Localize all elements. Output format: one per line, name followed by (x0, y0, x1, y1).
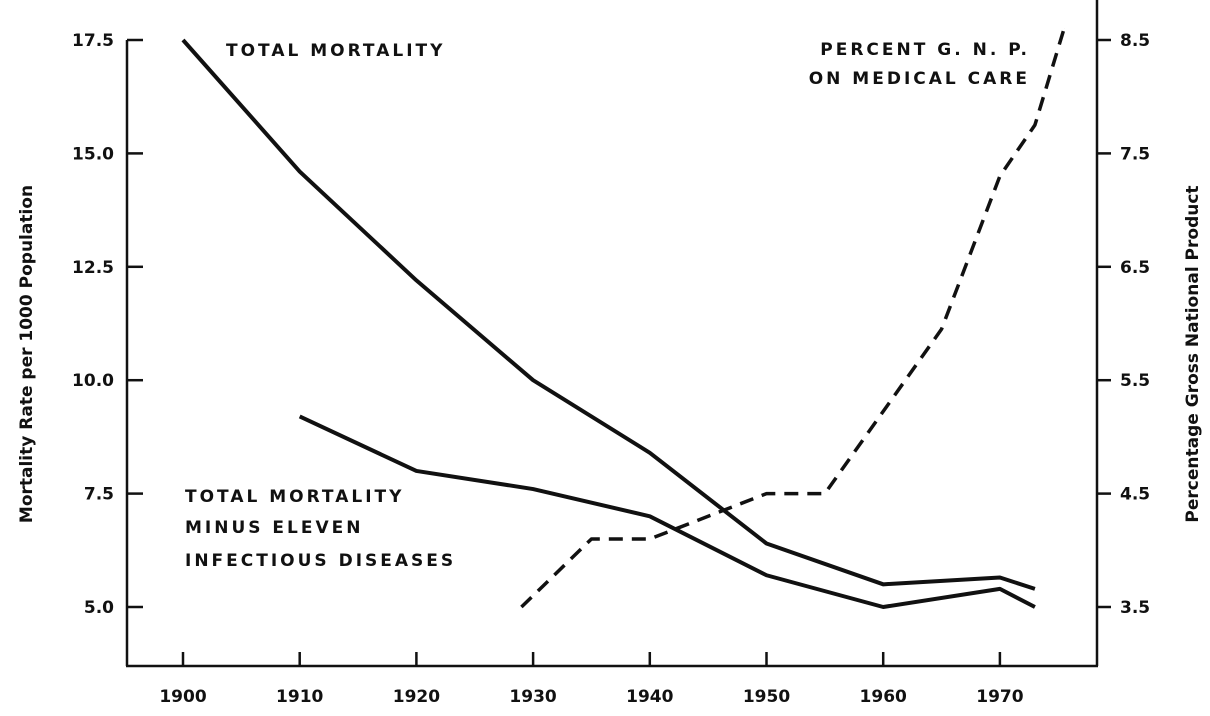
x-tick-label: 1900 (159, 687, 206, 707)
x-tick-label: 1940 (626, 687, 673, 707)
y-left-tick-label: 15.0 (72, 144, 114, 164)
x-tick-label: 1960 (860, 687, 907, 707)
annotation-gnp-line-1: PERCENT G. N. P. (820, 40, 1030, 60)
axes (125, 0, 1099, 668)
annotation-gnp-line-2: ON MEDICAL CARE (809, 69, 1030, 89)
y-right-label: Percentage Gross National Product (1183, 185, 1203, 522)
y-right-tick-label: 4.5 (1120, 485, 1150, 505)
annotation-minus-line-3: INFECTIOUS DISEASES (185, 551, 456, 571)
annotation-total-mortality: TOTAL MORTALITY (226, 41, 445, 61)
x-tick-label: 1950 (743, 687, 790, 707)
y-left-tick-label: 10.0 (72, 371, 114, 391)
y-right-tick-label: 6.5 (1120, 258, 1150, 278)
y-left-tick-label: 5.0 (84, 598, 114, 618)
y-right-tick-label: 8.5 (1120, 31, 1150, 51)
x-tick-label: 1970 (976, 687, 1023, 707)
y-left-label: Mortality Rate per 1000 Population (17, 185, 37, 523)
annotation-minus-line-1: TOTAL MORTALITY (185, 487, 404, 507)
x-tick-label: 1920 (393, 687, 440, 707)
y-left-tick-label: 7.5 (84, 485, 114, 505)
y-right-tick-label: 7.5 (1120, 144, 1150, 164)
y-right-tick-label: 5.5 (1120, 371, 1150, 391)
series-minus-infectious (298, 414, 1036, 609)
y-left-tick-label: 12.5 (72, 258, 114, 278)
annotation-minus-line-2: MINUS ELEVEN (185, 518, 364, 538)
y-right-tick-label: 3.5 (1120, 598, 1150, 618)
x-tick-label: 1930 (509, 687, 556, 707)
x-tick-label: 1910 (276, 687, 323, 707)
series-gnp-medical-care (520, 28, 1066, 609)
y-left-tick-label: 17.5 (72, 31, 114, 51)
